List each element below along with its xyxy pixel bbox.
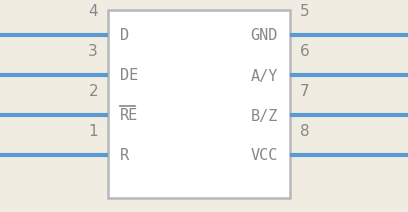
Text: RE: RE [120, 109, 138, 124]
Text: 8: 8 [300, 124, 310, 139]
Text: D: D [120, 28, 129, 43]
Text: 5: 5 [300, 4, 310, 19]
Text: 3: 3 [88, 44, 98, 59]
Text: R: R [120, 148, 129, 163]
Text: 2: 2 [89, 84, 98, 99]
Text: 6: 6 [300, 44, 310, 59]
Text: 7: 7 [300, 84, 310, 99]
Text: 1: 1 [89, 124, 98, 139]
Text: 4: 4 [89, 4, 98, 19]
Text: A/Y: A/Y [251, 68, 278, 84]
Text: GND: GND [251, 28, 278, 43]
Text: B/Z: B/Z [251, 109, 278, 124]
Bar [108, 10, 290, 198]
Text: DE: DE [120, 68, 138, 84]
Text: VCC: VCC [251, 148, 278, 163]
